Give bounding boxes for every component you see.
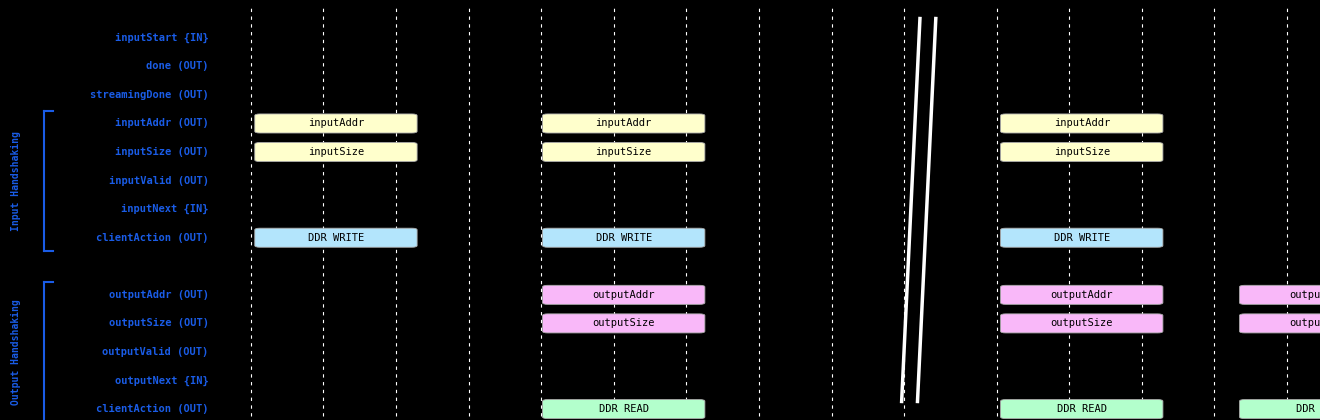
Text: outputSize: outputSize — [593, 318, 655, 328]
FancyBboxPatch shape — [1001, 285, 1163, 304]
Text: Input Handshaking: Input Handshaking — [11, 131, 21, 231]
FancyBboxPatch shape — [1001, 114, 1163, 133]
Text: inputSize: inputSize — [308, 147, 364, 157]
FancyBboxPatch shape — [255, 228, 417, 247]
Text: inputAddr: inputAddr — [595, 118, 652, 129]
Text: done (OUT): done (OUT) — [147, 61, 209, 71]
Text: streamingDone (OUT): streamingDone (OUT) — [90, 90, 209, 100]
Text: outputSize (OUT): outputSize (OUT) — [108, 318, 209, 328]
Text: clientAction (OUT): clientAction (OUT) — [96, 404, 209, 414]
Text: DDR READ: DDR READ — [599, 404, 648, 414]
Text: DDR WRITE: DDR WRITE — [595, 233, 652, 243]
Text: inputSize: inputSize — [1053, 147, 1110, 157]
FancyBboxPatch shape — [543, 314, 705, 333]
FancyBboxPatch shape — [543, 114, 705, 133]
Text: DDR WRITE: DDR WRITE — [308, 233, 364, 243]
Text: outputSize: outputSize — [1051, 318, 1113, 328]
Text: outputSize: outputSize — [1290, 318, 1320, 328]
FancyBboxPatch shape — [543, 228, 705, 247]
Text: inputSize: inputSize — [595, 147, 652, 157]
Text: outputAddr: outputAddr — [1290, 290, 1320, 300]
FancyBboxPatch shape — [1239, 285, 1320, 304]
Text: outputAddr: outputAddr — [593, 290, 655, 300]
Text: outputAddr: outputAddr — [1051, 290, 1113, 300]
FancyBboxPatch shape — [1239, 399, 1320, 419]
Text: outputAddr (OUT): outputAddr (OUT) — [108, 290, 209, 300]
FancyBboxPatch shape — [255, 142, 417, 162]
Text: inputAddr (OUT): inputAddr (OUT) — [115, 118, 209, 129]
FancyBboxPatch shape — [543, 285, 705, 304]
Text: DDR WRITE: DDR WRITE — [1053, 233, 1110, 243]
FancyBboxPatch shape — [1001, 399, 1163, 419]
Text: Output Handshaking: Output Handshaking — [11, 299, 21, 405]
FancyBboxPatch shape — [543, 399, 705, 419]
FancyBboxPatch shape — [1001, 142, 1163, 162]
Text: outputNext {IN}: outputNext {IN} — [115, 375, 209, 386]
Text: DDR READ: DDR READ — [1296, 404, 1320, 414]
FancyBboxPatch shape — [1001, 228, 1163, 247]
FancyBboxPatch shape — [1239, 314, 1320, 333]
Text: inputSize (OUT): inputSize (OUT) — [115, 147, 209, 157]
FancyBboxPatch shape — [255, 114, 417, 133]
Text: inputStart {IN}: inputStart {IN} — [115, 33, 209, 43]
FancyBboxPatch shape — [1001, 314, 1163, 333]
Text: inputNext {IN}: inputNext {IN} — [121, 204, 209, 214]
Text: outputValid (OUT): outputValid (OUT) — [103, 347, 209, 357]
Text: inputAddr: inputAddr — [308, 118, 364, 129]
Text: inputValid (OUT): inputValid (OUT) — [108, 176, 209, 186]
Text: inputAddr: inputAddr — [1053, 118, 1110, 129]
FancyBboxPatch shape — [543, 142, 705, 162]
Text: DDR READ: DDR READ — [1057, 404, 1106, 414]
Text: clientAction (OUT): clientAction (OUT) — [96, 233, 209, 243]
